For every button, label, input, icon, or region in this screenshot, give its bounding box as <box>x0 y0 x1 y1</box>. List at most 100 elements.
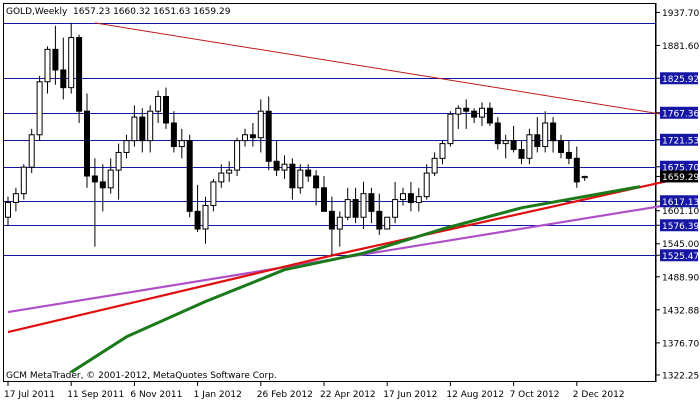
candle-body <box>218 172 225 183</box>
candle-body <box>550 122 557 142</box>
candle-body <box>321 187 327 212</box>
candle-body <box>510 140 517 150</box>
y-axis: 1937.70 1881.60 1825.92 1767.36 1721.53 1675.… <box>656 9 699 381</box>
candle-body <box>479 107 485 118</box>
candle-body <box>423 172 430 198</box>
candle-body <box>518 148 525 159</box>
candle-body <box>447 113 454 145</box>
x-tick-label: 12 Aug 2012 <box>446 390 504 400</box>
candle-body <box>186 140 193 212</box>
candle-body <box>281 163 288 171</box>
candle-body <box>115 151 122 171</box>
y-tick-label: 1576.39 <box>662 222 699 232</box>
y-tick-label: 1488.90 <box>662 273 699 283</box>
candle-body <box>471 110 478 118</box>
level-price-tag <box>660 160 698 173</box>
candle-body <box>384 216 391 230</box>
y-tick-label: 1432.88 <box>662 306 699 316</box>
level-price-tag <box>660 249 698 262</box>
candle-body <box>257 110 264 139</box>
resistance-line-line <box>94 22 680 118</box>
candle-body <box>486 107 493 124</box>
copyright-text: GCM MetaTrader, © 2001-2012, MetaQuotes … <box>6 371 277 381</box>
plot-border <box>3 3 656 382</box>
candle-body <box>76 37 83 112</box>
candle-body <box>178 140 185 148</box>
x-tick-label: 2 Dec 2012 <box>573 390 625 400</box>
candle-body <box>313 175 320 189</box>
candle-body <box>534 134 541 148</box>
candle-body <box>210 181 217 206</box>
chart-symbol-period: GOLD,Weekly <box>6 7 68 17</box>
candle-body <box>392 199 399 218</box>
y-tick-label: 1721.53 <box>662 136 699 146</box>
candle-body <box>36 81 43 136</box>
candle-body <box>581 175 588 179</box>
level-price-tag <box>660 72 698 85</box>
x-tick-label: 7 Oct 2012 <box>510 390 560 400</box>
candle-body <box>328 210 335 230</box>
candle-body <box>234 140 241 171</box>
candle-body <box>407 193 414 204</box>
y-tick-label: 1617.13 <box>662 198 699 208</box>
candle-body <box>194 210 201 230</box>
candle-body <box>28 134 35 168</box>
x-tick-label: 26 Feb 2012 <box>257 390 313 400</box>
y-tick-label: 1376.70 <box>662 339 699 349</box>
candle-body <box>368 193 375 212</box>
candle-body <box>84 110 90 177</box>
candle-body <box>60 69 67 89</box>
candle-body <box>573 157 580 183</box>
candle-body <box>439 143 446 159</box>
candle-body <box>360 193 367 218</box>
level-price-tag <box>660 133 698 146</box>
y-tick-label: 1545.00 <box>662 240 699 250</box>
candle-body <box>139 116 146 142</box>
green-average-line <box>70 185 641 374</box>
candle-body <box>376 210 383 230</box>
current-price-label: 1659.29 <box>662 173 699 183</box>
candle-body <box>415 196 422 204</box>
candle-body <box>91 175 98 183</box>
candle-body <box>400 193 406 201</box>
y-tick-label: 1525.47 <box>662 252 699 262</box>
y-tick-label: 1937.70 <box>662 9 699 19</box>
candle-body <box>273 160 280 171</box>
candle-body <box>542 122 549 148</box>
level-price-tag <box>660 106 698 119</box>
candle-body <box>249 134 256 139</box>
candle-body <box>526 134 533 159</box>
candle-body <box>558 140 564 153</box>
candle-body <box>226 169 233 174</box>
candle-body <box>494 122 501 145</box>
y-tick-label: 1675.70 <box>662 163 699 173</box>
candle-body <box>344 199 351 218</box>
level-price-tag <box>660 219 698 232</box>
candle-body <box>68 37 75 89</box>
candle-body <box>455 107 462 115</box>
x-tick-label: 11 Sep 2011 <box>67 390 124 400</box>
y-tick-label: 1767.36 <box>662 109 699 119</box>
candle-body <box>12 193 19 204</box>
candle-body <box>52 48 59 71</box>
candle-body <box>502 140 509 145</box>
candle-body <box>305 169 312 177</box>
y-tick-label: 1825.92 <box>662 75 699 85</box>
candle-body <box>147 110 154 142</box>
candle-body <box>352 199 359 218</box>
candle-body <box>107 169 114 189</box>
candle-body <box>170 122 177 148</box>
x-tick-label: 6 Nov 2011 <box>130 390 182 400</box>
candle-body <box>44 48 51 83</box>
candles <box>5 22 588 256</box>
x-tick-label: 17 Jun 2012 <box>383 390 437 400</box>
candle-body <box>5 202 11 218</box>
candle-body <box>265 110 272 162</box>
x-tick-label: 22 Apr 2012 <box>320 390 376 400</box>
y-tick-label: 1601.10 <box>662 207 699 217</box>
candle-body <box>431 157 438 174</box>
candle-body <box>242 134 248 142</box>
chart-ohlc-values: 1657.23 1660.32 1651.63 1659.29 <box>73 7 231 17</box>
y-tick-label: 1322.25 <box>662 371 699 381</box>
